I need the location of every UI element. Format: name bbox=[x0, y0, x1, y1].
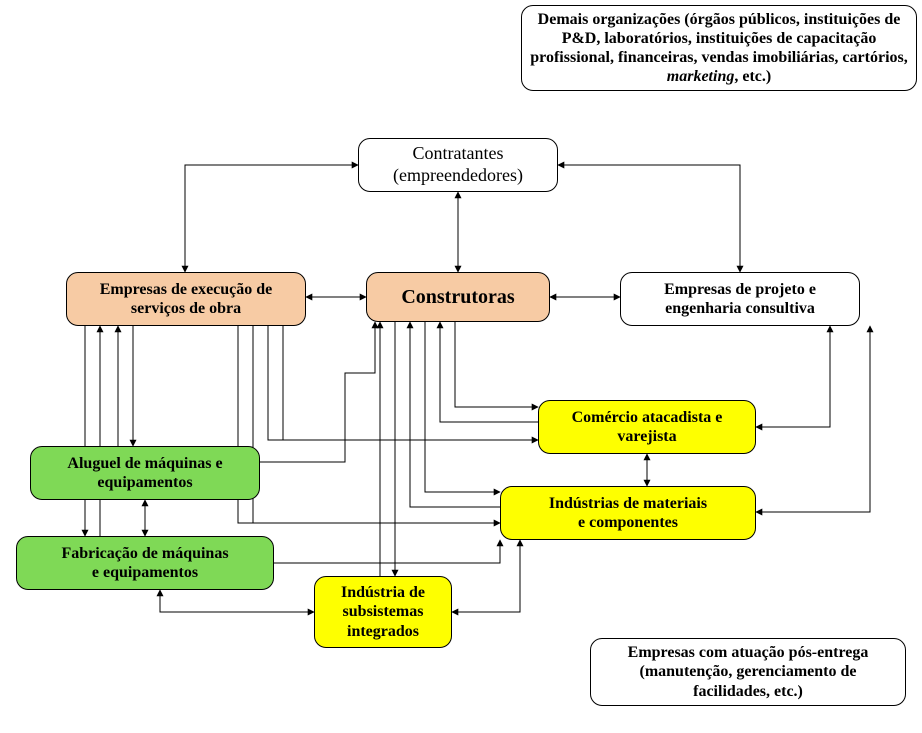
node-pos_entrega: Empresas com atuação pós-entrega (manute… bbox=[590, 638, 906, 706]
edge-industrias_mat-to-construtoras bbox=[410, 322, 500, 507]
node-industrias_mat: Indústrias de materiais e componentes bbox=[500, 486, 756, 540]
edge-contratantes-to-execucao bbox=[185, 165, 358, 272]
node-contratantes: Contratantes (empreendedores) bbox=[358, 138, 558, 192]
node-industria_sub: Indústria de subsistemas integrados bbox=[314, 576, 452, 648]
node-aluguel: Aluguel de máquinas e equipamentos bbox=[30, 446, 260, 500]
edge-comercio-to-construtoras bbox=[440, 322, 538, 422]
edge-industrias_mat-to-projeto bbox=[756, 326, 870, 512]
edge-fabricacao-to-industrias_mat bbox=[274, 540, 500, 563]
edge-fabricacao-to-industria_sub bbox=[160, 590, 314, 612]
edge-construtoras-to-comercio bbox=[455, 322, 538, 407]
node-org: Demais organizações (órgãos públicos, in… bbox=[521, 5, 917, 91]
edge-aluguel-to-construtoras bbox=[260, 322, 375, 462]
edge-comercio-to-projeto bbox=[756, 326, 830, 427]
edge-industria_sub-to-industrias_mat bbox=[452, 540, 520, 612]
edge-contratantes-to-projeto bbox=[558, 165, 740, 272]
edge-execucao-to-industrias_mat bbox=[238, 326, 500, 523]
node-execucao: Empresas de execução de serviços de obra bbox=[66, 272, 306, 326]
node-fabricacao: Fabricação de máquinas e equipamentos bbox=[16, 536, 274, 590]
edge-execucao-to-comercio bbox=[268, 326, 538, 440]
edges-layer bbox=[0, 0, 922, 733]
node-construtoras: Construtoras bbox=[366, 272, 550, 322]
edge-construtoras-to-industrias_mat bbox=[425, 322, 500, 492]
node-projeto: Empresas de projeto e engenharia consult… bbox=[620, 272, 860, 326]
node-comercio: Comércio atacadista e varejista bbox=[538, 400, 756, 454]
